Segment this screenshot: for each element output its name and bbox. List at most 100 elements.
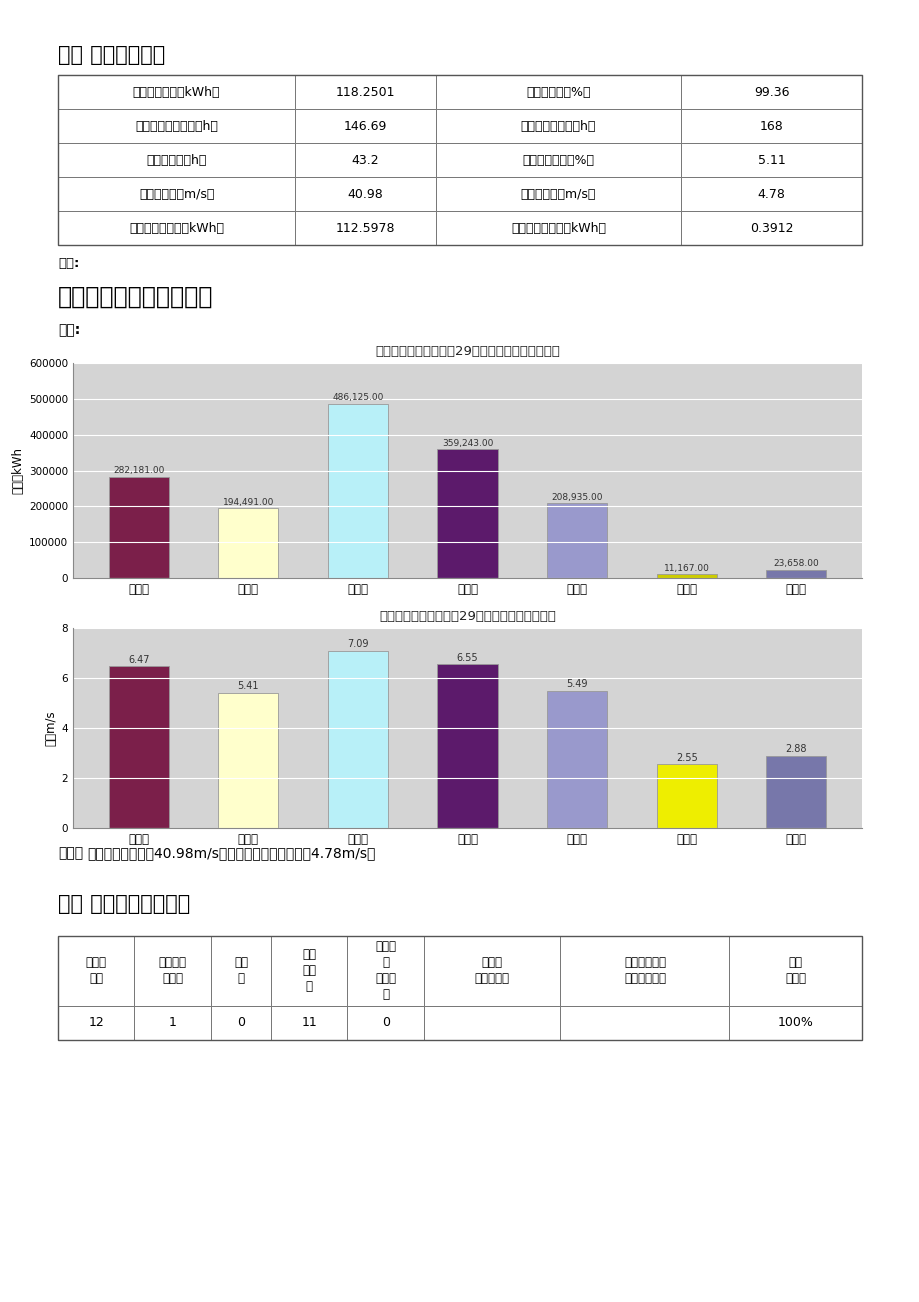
Text: 下网有功电量（万kWh）: 下网有功电量（万kWh）	[510, 221, 606, 234]
Bar	[680, 143, 861, 177]
Title: 吉林前郭王府风电场第29周每日平均发电量对比图: 吉林前郭王府风电场第29周每日平均发电量对比图	[375, 345, 560, 358]
Text: 282,181.00: 282,181.00	[113, 466, 165, 475]
Bar	[58, 109, 295, 143]
Text: 0: 0	[381, 1017, 390, 1030]
Bar	[437, 664, 497, 828]
Bar	[347, 936, 424, 1006]
Text: 5.11: 5.11	[757, 154, 785, 167]
Bar	[436, 211, 680, 245]
Text: 周最大风速（m/s）: 周最大风速（m/s）	[139, 187, 214, 201]
Text: 工作票
总计: 工作票 总计	[85, 957, 107, 986]
Text: 118.2501: 118.2501	[335, 86, 395, 99]
Text: 4.78: 4.78	[756, 187, 785, 201]
Text: 146.69: 146.69	[344, 120, 387, 133]
Bar	[218, 508, 278, 578]
Bar	[134, 936, 210, 1006]
Bar	[58, 936, 861, 1040]
Text: 分析：: 分析：	[58, 846, 83, 861]
Text: 11: 11	[301, 1017, 317, 1030]
Text: 208,935.00: 208,935.00	[550, 492, 602, 501]
Bar	[547, 503, 607, 578]
Bar	[134, 1006, 210, 1040]
Bar	[218, 693, 278, 828]
Text: 11,167.00: 11,167.00	[663, 564, 709, 573]
Text: 总故障时间（h）: 总故障时间（h）	[146, 154, 207, 167]
Bar	[436, 177, 680, 211]
Bar	[327, 404, 388, 578]
Bar	[58, 1006, 134, 1040]
Text: 分析:: 分析:	[58, 323, 80, 337]
Text: 2.55: 2.55	[675, 753, 697, 763]
Bar	[656, 574, 716, 578]
Text: 5.41: 5.41	[237, 681, 259, 691]
Text: 本周风速最大值为40.98m/s（瞬时），周平均风速为4.78m/s。: 本周风速最大值为40.98m/s（瞬时），周平均风速为4.78m/s。	[87, 846, 375, 861]
Text: 未结束
工作票任务: 未结束 工作票任务	[474, 957, 509, 986]
Bar	[424, 1006, 560, 1040]
Text: 未结束
工
作票份
数: 未结束 工 作票份 数	[375, 940, 396, 1001]
Text: 风机发电量（万kWh）: 风机发电量（万kWh）	[132, 86, 221, 99]
Bar	[436, 143, 680, 177]
Bar	[295, 109, 436, 143]
Bar	[108, 477, 169, 578]
Bar	[560, 1006, 729, 1040]
Bar	[680, 109, 861, 143]
Bar	[295, 76, 436, 109]
Text: 6.55: 6.55	[456, 652, 478, 663]
Y-axis label: 风速m/s: 风速m/s	[44, 710, 57, 746]
Text: 112.5978: 112.5978	[335, 221, 395, 234]
Bar	[327, 651, 388, 828]
Title: 吉林前郭王府风电场第29周每日平均风速对比图: 吉林前郭王府风电场第29周每日平均风速对比图	[379, 609, 555, 622]
Bar	[271, 1006, 347, 1040]
Bar	[436, 76, 680, 109]
Bar	[58, 76, 861, 245]
Bar	[58, 76, 295, 109]
Text: 周可利用率（%）: 周可利用率（%）	[526, 86, 590, 99]
Bar	[729, 1006, 861, 1040]
Text: 194,491.00: 194,491.00	[222, 497, 274, 506]
Text: 二、本周发电量形式分析: 二、本周发电量形式分析	[58, 285, 213, 309]
Bar	[766, 569, 825, 578]
Text: 上网有功电量（万kWh）: 上网有功电量（万kWh）	[129, 221, 224, 234]
Text: 5.49: 5.49	[566, 680, 587, 689]
Text: 操作
票: 操作 票	[233, 957, 247, 986]
Bar	[656, 764, 716, 828]
Text: 一、 运行数据统计: 一、 运行数据统计	[58, 46, 165, 65]
Text: 周平均风速（m/s）: 周平均风速（m/s）	[520, 187, 596, 201]
Bar	[58, 936, 134, 1006]
Text: 综合厂用电率（%）: 综合厂用电率（%）	[522, 154, 594, 167]
Bar	[347, 1006, 424, 1040]
Bar	[210, 1006, 271, 1040]
Text: 风机
工作
票: 风机 工作 票	[302, 948, 316, 993]
Bar	[295, 143, 436, 177]
Bar	[729, 936, 861, 1006]
Bar	[680, 76, 861, 109]
Bar	[424, 936, 560, 1006]
Bar	[210, 936, 271, 1006]
Text: 100%: 100%	[777, 1017, 812, 1030]
Text: 两票
合格率: 两票 合格率	[784, 957, 805, 986]
Bar	[436, 109, 680, 143]
Bar	[547, 691, 607, 828]
Bar	[58, 211, 295, 245]
Text: 40.98: 40.98	[347, 187, 383, 201]
Text: 7.09: 7.09	[346, 639, 369, 650]
Text: 2.88: 2.88	[785, 745, 806, 754]
Text: 1: 1	[168, 1017, 176, 1030]
Text: 23,658.00: 23,658.00	[773, 559, 818, 568]
Text: 电容器投运时间（h）: 电容器投运时间（h）	[520, 120, 596, 133]
Text: 三、 本周两票执行情况: 三、 本周两票执行情况	[58, 894, 190, 914]
Text: 0: 0	[237, 1017, 244, 1030]
Bar	[295, 177, 436, 211]
Bar	[680, 177, 861, 211]
Text: 168: 168	[759, 120, 783, 133]
Bar	[58, 143, 295, 177]
Text: 风机平均发电时间（h）: 风机平均发电时间（h）	[135, 120, 218, 133]
Text: 6.47: 6.47	[128, 655, 149, 665]
Bar	[437, 449, 497, 578]
Text: 备注:: 备注:	[58, 256, 79, 270]
Text: 12: 12	[88, 1017, 104, 1030]
Bar	[766, 756, 825, 828]
Text: 43.2: 43.2	[351, 154, 379, 167]
Bar	[58, 177, 295, 211]
Bar	[271, 936, 347, 1006]
